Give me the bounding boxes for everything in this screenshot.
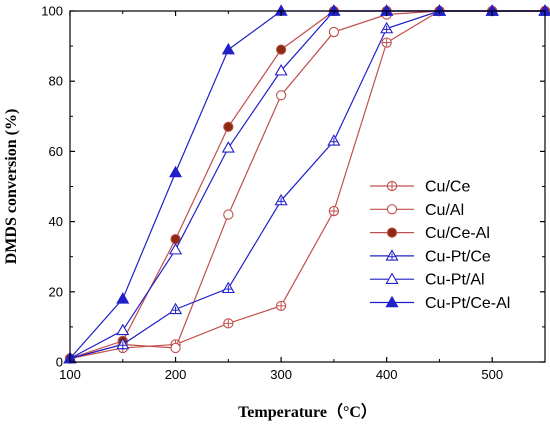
legend-item: Cu/Ce-Al (370, 225, 490, 242)
y-tick-label: 0 (56, 355, 63, 370)
legend-label: Cu/Ce (425, 179, 470, 196)
x-axis-title: Temperature（°C） (238, 403, 377, 421)
data-point (221, 42, 235, 55)
y-tick-label: 20 (49, 284, 63, 299)
data-point (327, 134, 341, 146)
data-point (327, 4, 341, 16)
x-tick-label: 400 (376, 367, 398, 382)
legend-marker (385, 272, 399, 284)
data-point (116, 292, 130, 304)
ticks-layer: 100 200 300 400 500 0 20 40 60 80 100 (41, 4, 545, 382)
legend-label: Cu/Al (425, 202, 464, 219)
x-tick-label: 200 (165, 367, 187, 382)
data-point (274, 193, 288, 206)
y-tick-label: 100 (41, 4, 63, 19)
data-point (275, 300, 287, 311)
legend-marker (386, 227, 398, 238)
x-tick-label: 100 (59, 367, 81, 382)
y-tick-label: 60 (49, 144, 63, 159)
data-point (223, 318, 234, 329)
data-point (275, 44, 287, 55)
legend-marker (386, 204, 398, 215)
data-point (223, 209, 234, 220)
data-point (221, 281, 235, 294)
data-point (223, 121, 234, 132)
legend-item: Cu-Pt/Ce (370, 248, 491, 265)
y-tick-label: 80 (49, 74, 63, 89)
data-point (328, 205, 340, 217)
legend-marker (385, 249, 399, 261)
data-point (380, 21, 394, 34)
data-point (381, 37, 392, 48)
legend-label: Cu/Ce-Al (425, 225, 490, 242)
legend-marker (385, 295, 399, 308)
y-axis-title: DMDS conversion (%) (3, 109, 20, 265)
data-point (169, 165, 183, 178)
y-tick-label: 40 (49, 214, 63, 229)
data-point (275, 90, 287, 101)
legend-label: Cu-Pt/Al (425, 272, 485, 289)
data-point (116, 337, 130, 350)
legend-item: Cu-Pt/Al (370, 272, 485, 289)
data-point (328, 26, 340, 38)
legend-item: Cu/Al (370, 202, 464, 219)
x-tick-label: 300 (270, 367, 292, 382)
legend-item: Cu-Pt/Ce-Al (370, 295, 510, 312)
legend-label: Cu-Pt/Ce (425, 248, 491, 265)
legend: Cu/Ce Cu/Al Cu/Ce-Al Cu-Pt/Ce Cu-Pt/Al Cu-Pt/… (370, 179, 510, 312)
data-point (221, 141, 235, 153)
legend-marker (386, 180, 398, 192)
data-point (170, 342, 181, 354)
data-point (432, 4, 446, 16)
data-point (169, 302, 183, 315)
x-tick-label: 500 (481, 367, 503, 382)
data-point (116, 323, 130, 336)
legend-label: Cu-Pt/Ce-Al (425, 295, 510, 312)
data-point (169, 242, 183, 255)
legend-item: Cu/Ce (370, 179, 470, 196)
data-point (274, 63, 288, 76)
